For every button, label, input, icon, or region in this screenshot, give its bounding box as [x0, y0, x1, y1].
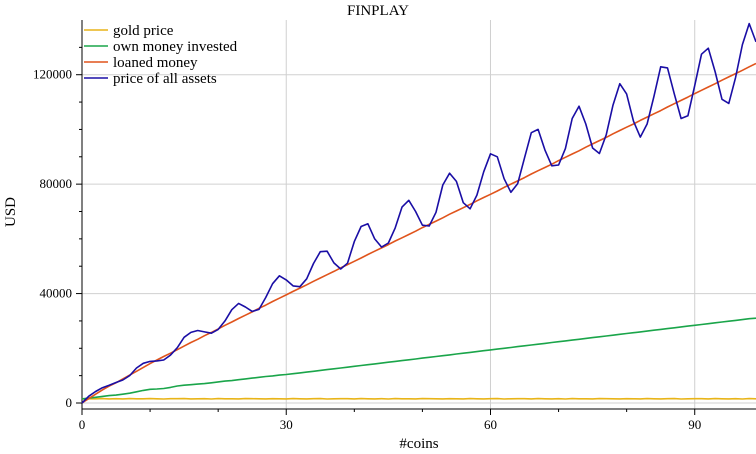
x-tick-label: 30 — [280, 417, 293, 432]
x-tick-label: 60 — [484, 417, 497, 432]
series-line-own-money-invested — [81, 317, 756, 400]
series-line-loaned-money — [81, 62, 756, 404]
y-tick-label: 80000 — [40, 176, 73, 191]
axis-ticks: 0 30 60 90 0 40000 80000 120000 — [33, 46, 701, 432]
y-tick-label: 0 — [66, 395, 73, 410]
legend-label-own-money-invested: own money invested — [113, 39, 238, 55]
chart-title: FINPLAY — [347, 3, 409, 19]
y-tick-label: 120000 — [33, 67, 72, 82]
legend-label-price-of-all-assets: price of all assets — [113, 71, 217, 87]
y-tick-label: 40000 — [40, 286, 73, 301]
legend-label-gold-price: gold price — [113, 23, 174, 39]
x-axis-title: #coins — [399, 436, 438, 452]
y-axis-title: USD — [3, 197, 19, 227]
legend-label-loaned-money: loaned money — [113, 55, 198, 71]
x-tick-label: 90 — [688, 417, 701, 432]
axes — [81, 20, 756, 410]
series-lines — [81, 22, 756, 404]
x-tick-label: 0 — [79, 417, 86, 432]
series-line-price-of-all-assets — [81, 22, 756, 404]
